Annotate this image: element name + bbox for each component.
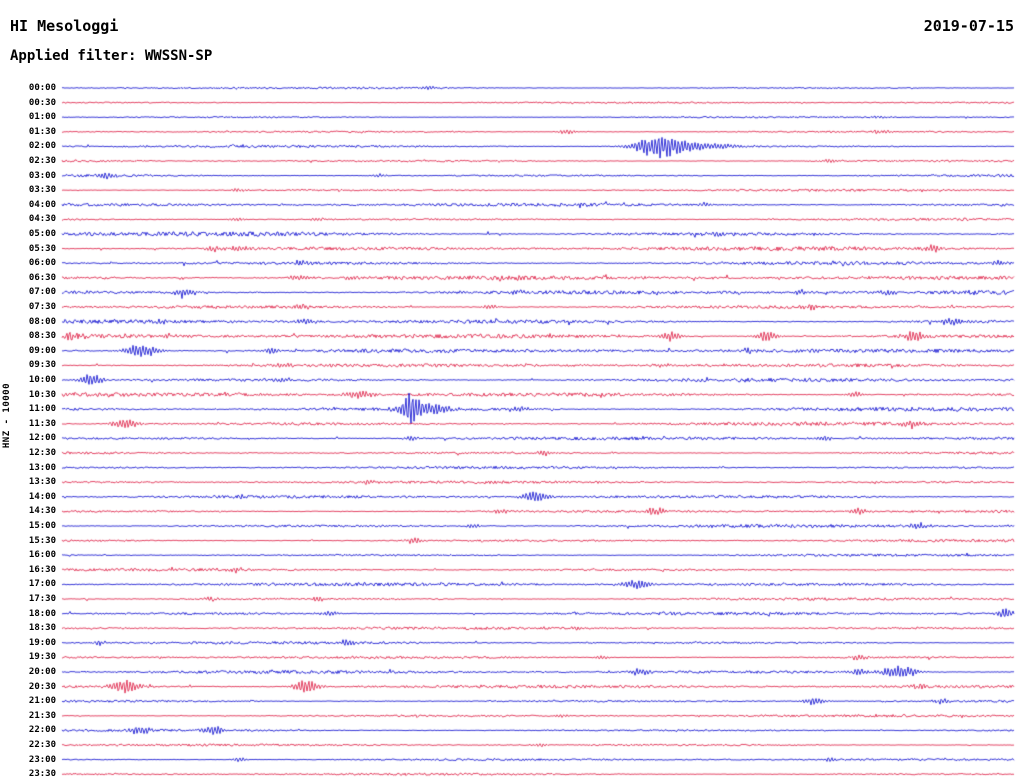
- trace-time-label: 13:30: [28, 477, 56, 488]
- trace-time-label: 04:00: [28, 199, 56, 210]
- trace-time-label: 20:00: [28, 667, 56, 677]
- trace-time-label: 03:00: [28, 170, 56, 181]
- applied-filter-label: Applied filter: WWSSN-SP: [10, 48, 213, 64]
- trace-time-label: 10:30: [28, 389, 56, 400]
- trace-time-label: 15:30: [28, 535, 56, 546]
- trace-time-label: 22:00: [28, 725, 56, 736]
- trace-time-label: 16:00: [28, 550, 56, 561]
- trace-time-label: 00:30: [28, 97, 56, 108]
- trace-time-label: 07:00: [28, 287, 56, 298]
- trace-time-label: 02:30: [28, 156, 56, 166]
- trace-time-label: 20:30: [28, 681, 56, 692]
- trace-time-label: 15:00: [28, 521, 56, 531]
- station-title: HI Mesologgi: [10, 17, 119, 35]
- trace-time-label: 16:30: [28, 564, 56, 575]
- trace-time-label: 01:00: [28, 112, 56, 123]
- trace-time-label: 12:00: [28, 433, 56, 444]
- trace-time-label: 00:00: [28, 83, 56, 93]
- trace-time-label: 17:30: [28, 594, 56, 604]
- trace-time-label: 07:30: [28, 302, 56, 312]
- trace-time-label: 13:00: [28, 462, 56, 473]
- trace-time-label: 17:00: [28, 579, 56, 590]
- trace-time-label: 23:00: [28, 754, 56, 765]
- trace-time-label: 09:30: [28, 360, 56, 371]
- trace-time-label: 04:30: [28, 214, 56, 225]
- trace-time-label: 18:30: [28, 623, 56, 634]
- date-label: 2019-07-15: [923, 17, 1014, 35]
- trace-time-label: 09:00: [28, 345, 56, 356]
- trace-time-label: 19:30: [28, 652, 56, 663]
- trace-time-label: 01:30: [28, 126, 56, 137]
- trace-time-label: 14:00: [28, 491, 56, 502]
- trace-time-label: 11:00: [28, 404, 56, 415]
- trace-time-label: 18:00: [28, 608, 56, 619]
- trace-time-label: 23:30: [28, 769, 56, 780]
- trace-time-label: 11:30: [28, 418, 56, 429]
- trace-time-label: 14:30: [28, 506, 56, 517]
- trace-time-label: 06:30: [28, 272, 56, 283]
- trace-time-label: 19:00: [28, 637, 56, 648]
- trace-time-label: 10:00: [28, 375, 56, 385]
- trace-time-label: 12:30: [28, 448, 56, 458]
- trace-time-label: 21:30: [28, 710, 56, 721]
- trace-time-label: 05:00: [28, 229, 56, 239]
- trace-time-label: 02:00: [28, 141, 56, 152]
- trace-time-label: 22:30: [28, 740, 56, 750]
- trace-time-label: 05:30: [28, 243, 56, 254]
- trace-time-label: 06:00: [28, 258, 56, 269]
- trace-time-label: 08:30: [28, 331, 56, 342]
- trace-time-label: 08:00: [28, 316, 56, 327]
- trace-time-label: 03:30: [28, 185, 56, 196]
- trace-time-label: 21:00: [28, 696, 56, 707]
